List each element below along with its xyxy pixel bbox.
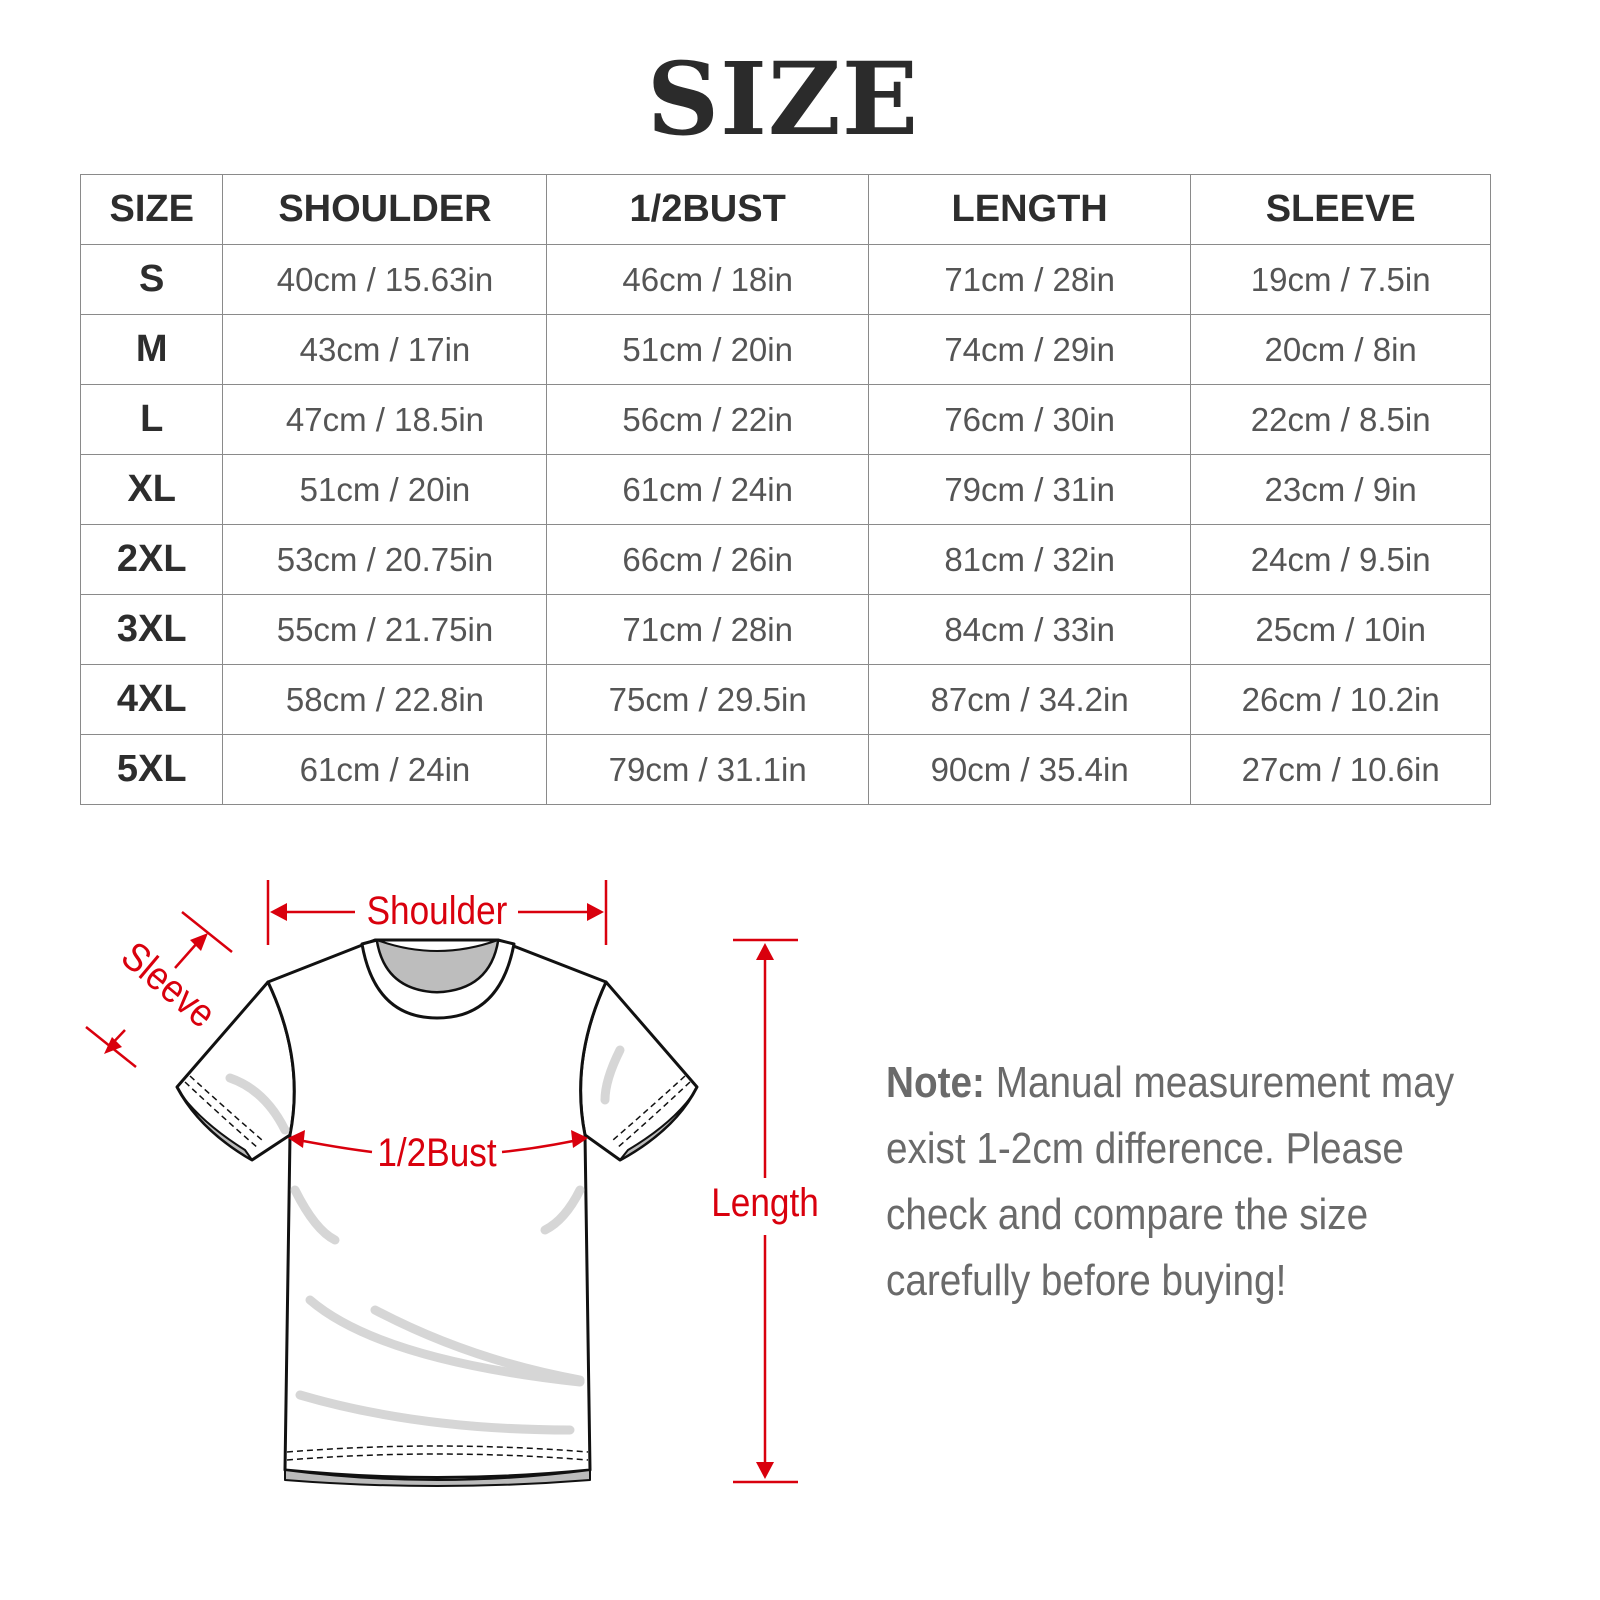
table-header-row: SIZE SHOULDER 1/2BUST LENGTH SLEEVE: [79, 174, 1491, 245]
header-size: SIZE: [79, 174, 224, 245]
sleeve-label: Sleeve: [113, 933, 224, 1036]
cell-length: 87cm / 34.2in: [867, 664, 1192, 735]
table-row: L 47cm / 18.5in 56cm / 22in 76cm / 30in 22cm…: [79, 384, 1491, 455]
cell-size: XL: [79, 454, 224, 525]
cell-shoulder: 61cm / 24in: [222, 734, 548, 805]
table-row: 4XL 58cm / 22.8in 75cm / 29.5in 87cm / 34.2…: [79, 664, 1491, 735]
cell-bust: 61cm / 24in: [546, 454, 869, 525]
cell-bust: 71cm / 28in: [546, 594, 869, 665]
cell-length: 90cm / 35.4in: [867, 734, 1192, 805]
cell-sleeve: 27cm / 10.6in: [1190, 734, 1491, 805]
cell-length: 84cm / 33in: [867, 594, 1192, 665]
note-label: Note:: [886, 1058, 985, 1107]
table-row: XL 51cm / 20in 61cm / 24in 79cm / 31in 23cm …: [79, 454, 1491, 525]
note-line: exist 1-2cm difference. Please: [886, 1124, 1404, 1173]
header-length: LENGTH: [867, 174, 1192, 245]
cell-size: 5XL: [79, 734, 224, 805]
left-cuff-inner: [176, 1086, 253, 1161]
t-shirt-icon: [175, 938, 699, 1487]
cell-shoulder: 51cm / 20in: [222, 454, 548, 525]
hem-inner: [284, 1469, 591, 1487]
bust-label: 1/2Bust: [377, 1130, 497, 1175]
cell-sleeve: 23cm / 9in: [1190, 454, 1491, 525]
cell-shoulder: 43cm / 17in: [222, 314, 548, 385]
cell-size: M: [79, 314, 224, 385]
cell-size: S: [79, 244, 224, 315]
table-row: 3XL 55cm / 21.75in 71cm / 28in 84cm / 33in 2…: [79, 594, 1491, 665]
table-row: M 43cm / 17in 51cm / 20in 74cm / 29in 20cm /…: [79, 314, 1491, 385]
table-row: S 40cm / 15.63in 46cm / 18in 71cm / 28in 19c…: [79, 244, 1491, 315]
right-cuff-inner: [619, 1086, 698, 1161]
cell-shoulder: 53cm / 20.75in: [222, 524, 548, 595]
cell-bust: 51cm / 20in: [546, 314, 869, 385]
cell-length: 79cm / 31in: [867, 454, 1192, 525]
size-table: SIZE SHOULDER 1/2BUST LENGTH SLEEVE S 40c…: [79, 174, 1491, 805]
header-bust: 1/2BUST: [546, 174, 869, 245]
table-row: 2XL 53cm / 20.75in 66cm / 26in 81cm / 32in 2…: [79, 524, 1491, 595]
cell-bust: 56cm / 22in: [546, 384, 869, 455]
cell-sleeve: 20cm / 8in: [1190, 314, 1491, 385]
table-row: 5XL 61cm / 24in 79cm / 31.1in 90cm / 35.4in…: [79, 734, 1491, 805]
cell-sleeve: 19cm / 7.5in: [1190, 244, 1491, 315]
note-line: check and compare the size: [886, 1190, 1369, 1239]
note-line: carefully before buying!: [886, 1256, 1287, 1305]
cell-size: 4XL: [79, 664, 224, 735]
cell-bust: 46cm / 18in: [546, 244, 869, 315]
cell-length: 74cm / 29in: [867, 314, 1192, 385]
header-sleeve: SLEEVE: [1190, 174, 1491, 245]
cell-sleeve: 24cm / 9.5in: [1190, 524, 1491, 595]
note-text: Note: Manual measurement may exist 1-2cm…: [886, 1050, 1454, 1314]
collar-inner: [376, 939, 499, 993]
cell-bust: 75cm / 29.5in: [546, 664, 869, 735]
note-line: Manual measurement may: [984, 1058, 1455, 1107]
cell-shoulder: 55cm / 21.75in: [222, 594, 548, 665]
length-label: Length: [711, 1180, 819, 1225]
measure-lines: [85, 880, 798, 1484]
cell-bust: 79cm / 31.1in: [546, 734, 869, 805]
page-title: SIZE: [646, 40, 920, 158]
cell-sleeve: 22cm / 8.5in: [1190, 384, 1491, 455]
cell-size: 3XL: [79, 594, 224, 665]
cell-shoulder: 40cm / 15.63in: [222, 244, 548, 315]
cell-size: L: [79, 384, 224, 455]
shoulder-label: Shoulder: [367, 888, 508, 933]
cell-bust: 66cm / 26in: [546, 524, 869, 595]
cell-sleeve: 25cm / 10in: [1190, 594, 1491, 665]
cell-sleeve: 26cm / 10.2in: [1190, 664, 1491, 735]
cell-shoulder: 58cm / 22.8in: [222, 664, 548, 735]
cell-length: 81cm / 32in: [867, 524, 1192, 595]
shirt-body: [266, 938, 608, 1479]
cell-length: 76cm / 30in: [867, 384, 1192, 455]
cell-length: 71cm / 28in: [867, 244, 1192, 315]
right-sleeve: [579, 980, 699, 1162]
